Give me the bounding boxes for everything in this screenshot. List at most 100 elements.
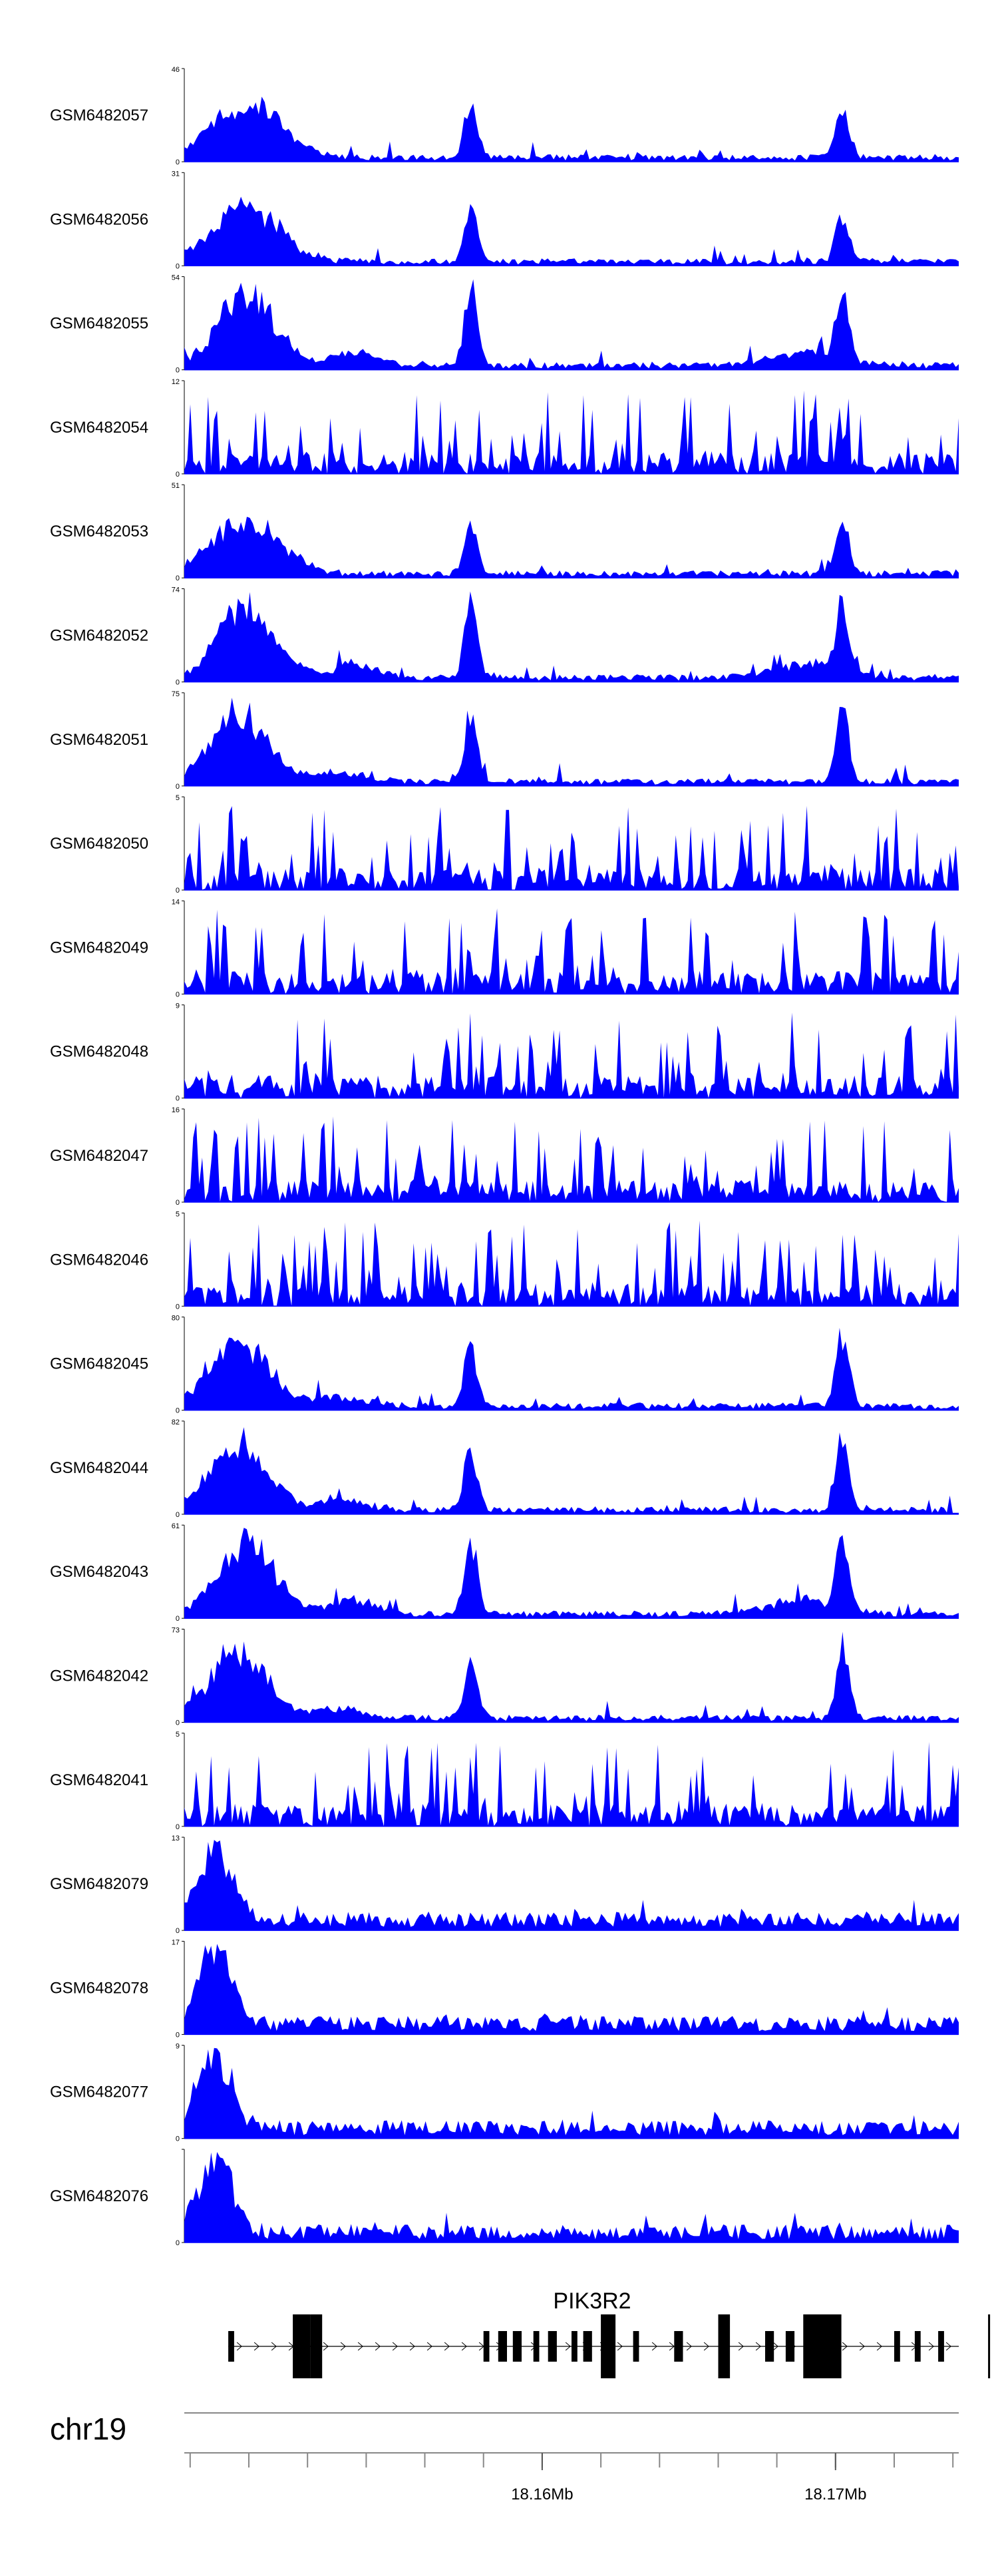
gene-exon (601, 2314, 616, 2378)
strand-arrow-icon (755, 2342, 761, 2351)
strand-arrow-icon (876, 2342, 882, 2351)
track-ymax-label: 12 (172, 378, 180, 386)
signal-tracks: GSM6482057460GSM6482056310GSM6482055540G… (50, 66, 959, 2247)
gene-exon (765, 2331, 774, 2362)
signal-area (184, 805, 959, 891)
track-ymax-label: 46 (172, 66, 180, 74)
track-label: GSM6482041 (50, 1771, 148, 1789)
signal-area (184, 97, 959, 162)
track-ymin-label: 0 (176, 1927, 180, 1935)
track-ymax-label: 14 (172, 898, 180, 906)
track-ymin-label: 0 (176, 262, 180, 270)
gene-exon (228, 2331, 234, 2362)
track-label: GSM6482047 (50, 1147, 148, 1165)
track-ymax-label: 61 (172, 1522, 180, 1530)
gene-exon (803, 2314, 842, 2378)
gene-exon (914, 2331, 921, 2362)
track-ymax-label: 80 (172, 1315, 180, 1323)
signal-area (184, 196, 959, 266)
track-ymax-label: 16 (172, 1106, 180, 1114)
track-label: GSM6482077 (50, 2083, 148, 2101)
signal-area (184, 2152, 959, 2243)
track-label: GSM6482079 (50, 1875, 148, 1893)
track-ymax-label: 5 (176, 794, 180, 802)
strand-arrow-icon (565, 2342, 571, 2351)
signal-area (184, 1742, 959, 1826)
signal-area (184, 1220, 959, 1307)
gene-exon (718, 2314, 731, 2378)
track-ymin-label: 0 (176, 679, 180, 687)
gene-exon (548, 2331, 557, 2362)
strand-arrow-icon (738, 2342, 744, 2351)
track-ymax-label: 82 (172, 1418, 180, 1426)
track-ymax-label: 51 (172, 482, 180, 490)
gene-exon (310, 2314, 323, 2378)
track-label: GSM6482055 (50, 315, 148, 333)
track-ymin-label: 0 (176, 990, 180, 998)
gene-exon (572, 2331, 578, 2362)
gene-exon (533, 2331, 540, 2362)
track-ymin-label: 0 (176, 887, 180, 895)
track-label: GSM6482053 (50, 523, 148, 540)
track-ymax-label: 17 (172, 1938, 180, 1946)
strand-arrow-icon (409, 2342, 415, 2351)
signal-area (184, 1528, 959, 1619)
strand-arrow-icon (340, 2342, 346, 2351)
strand-arrow-icon (651, 2342, 657, 2351)
strand-arrow-icon (426, 2342, 432, 2351)
signal-area (184, 698, 959, 786)
gene-exon (785, 2331, 795, 2362)
gene-exon (583, 2331, 592, 2362)
signal-area (184, 1840, 959, 1931)
track-label: GSM6482051 (50, 731, 148, 749)
gene-exon (633, 2331, 639, 2362)
track: GSM6482045 80 0 (50, 1315, 959, 1415)
track-ymax-label: 54 (172, 274, 180, 282)
track-label: GSM6482048 (50, 1043, 148, 1061)
strand-arrow-icon (236, 2342, 242, 2351)
track: GSM6482056 31 0 (50, 170, 959, 270)
signal-area (184, 1427, 959, 1514)
gene-exon (498, 2331, 507, 2362)
track-label: GSM6482078 (50, 1979, 148, 1997)
strand-arrow-icon (392, 2342, 398, 2351)
track-ymin-label: 0 (176, 1095, 180, 1103)
track-ymin-label: 0 (176, 2239, 180, 2247)
track-ymin-label: 0 (176, 1199, 180, 1207)
track-ymin-label: 0 (176, 367, 180, 375)
track-ymax-label: 9 (176, 2043, 180, 2051)
track-ymin-label: 0 (176, 783, 180, 791)
signal-area (184, 1327, 959, 1410)
strand-arrow-icon (669, 2342, 675, 2351)
track-label: GSM6482050 (50, 835, 148, 853)
track: GSM6482043 61 0 (50, 1522, 959, 1623)
gene-model-track: PIK3R2 (228, 2288, 991, 2378)
track-label: GSM6482054 (50, 419, 148, 437)
track-label: GSM6482052 (50, 627, 148, 645)
track: GSM6482042 73 0 (50, 1627, 959, 1727)
track: GSM6482050 5 0 (50, 794, 959, 895)
signal-area (184, 279, 959, 370)
chromosome-label: chr19 (50, 2412, 126, 2446)
strand-arrow-icon (945, 2342, 951, 2351)
signal-area (184, 908, 959, 994)
track: GSM6482049 14 0 (50, 898, 959, 998)
strand-arrow-icon (357, 2342, 363, 2351)
track: GSM6482077 9 0 (50, 2043, 959, 2143)
track-ymin-label: 0 (176, 1511, 180, 1519)
track-label: GSM6482045 (50, 1355, 148, 1373)
track-label: GSM6482042 (50, 1667, 148, 1685)
strand-arrow-icon (842, 2342, 848, 2351)
axis-tick-label: 18.17Mb (804, 2485, 866, 2503)
track-label: GSM6482043 (50, 1563, 148, 1581)
signal-area (184, 2047, 959, 2139)
track-ymax-label: 31 (172, 170, 180, 178)
strand-arrow-icon (444, 2342, 450, 2351)
track: GSM6482055 54 0 (50, 274, 959, 375)
gene-exon (483, 2331, 490, 2362)
signal-area (184, 591, 959, 682)
gene-exon (894, 2331, 900, 2362)
track-ymin-label: 0 (176, 1407, 180, 1415)
track-ymax-label: 5 (176, 1210, 180, 1218)
